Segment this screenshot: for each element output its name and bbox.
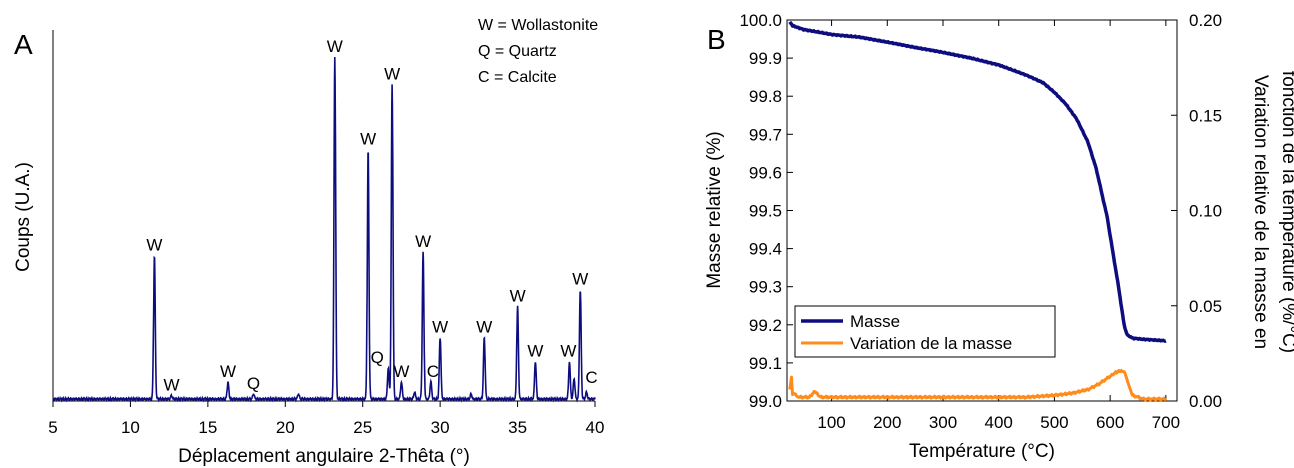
x-tick-label-b: 300: [929, 413, 957, 432]
legend-a: W = Wollastonite Q = Quartz C = Calcite: [478, 17, 598, 86]
series-masse-line: [788, 20, 1167, 343]
x-tick-label-a: 35: [508, 418, 527, 437]
y2-tick-label-b: 0.00: [1189, 392, 1222, 411]
peak-label: W: [163, 376, 179, 395]
peak-label: W: [384, 64, 400, 83]
y2-axis-label-line1: Variation relative de la masse en: [1250, 75, 1271, 349]
y2-tick-label-b: 0.20: [1189, 11, 1222, 30]
legend-masse-label: Masse: [850, 312, 900, 331]
peak-label: W: [415, 232, 431, 251]
x-tick-label-a: 20: [276, 418, 295, 437]
y-tick-label-b: 99.8: [749, 87, 782, 106]
peak-label: W: [432, 317, 448, 336]
y-tick-label-b: 99.2: [749, 316, 782, 335]
legend-variation-label: Variation de la masse: [850, 334, 1012, 353]
y2-tick-label-b: 0.15: [1189, 106, 1222, 125]
peak-label: W: [393, 362, 409, 381]
y-tick-label-b: 99.9: [749, 49, 782, 68]
y-tick-label-b: 100.0: [739, 11, 782, 30]
y-tick-label-b: 99.7: [749, 125, 782, 144]
x-tick-label-a: 5: [48, 418, 57, 437]
y-tick-label-b: 99.1: [749, 354, 782, 373]
y-tick-label-b: 99.4: [749, 240, 782, 259]
x-tick-label-b: 200: [873, 413, 901, 432]
y-tick-label-b: 99.5: [749, 202, 782, 221]
x-axis-label-b: Température (°C): [909, 441, 1055, 462]
peak-label: W: [560, 341, 576, 360]
legend-b: Masse Variation de la masse: [794, 305, 1056, 358]
panel-label-a: A: [14, 29, 33, 60]
legend-a-item: Q = Quartz: [478, 43, 557, 60]
panel-label-b: B: [707, 24, 726, 55]
x-tick-label-b: 600: [1096, 413, 1124, 432]
peak-label: W: [572, 270, 588, 289]
series-variation-line: [788, 368, 1167, 402]
peak-label: W: [360, 129, 376, 148]
xrd-pattern-line: [52, 56, 596, 403]
peak-label: W: [220, 362, 236, 381]
x-tick-label-a: 10: [121, 418, 140, 437]
x-tick-label-b: 500: [1040, 413, 1068, 432]
x-tick-label-a: 25: [353, 418, 372, 437]
y-tick-label-b: 99.0: [749, 392, 782, 411]
peak-label: W: [510, 287, 526, 306]
x-ticks-a: 5 10 15 20 25 30 35 40: [48, 401, 604, 437]
peak-label: C: [585, 368, 597, 387]
x-tick-label-b: 700: [1152, 413, 1180, 432]
peak-label: C: [427, 362, 439, 381]
legend-b-box: [794, 305, 1056, 358]
y2-tick-label-b: 0.05: [1189, 297, 1222, 316]
legend-a-item: C = Calcite: [478, 69, 557, 86]
axes-ticks-b: 100 200 300 400 500 600 700 99.0 99.1 99.2 99.3 99.…: [739, 11, 1222, 432]
x-tick-label-a: 30: [431, 418, 450, 437]
x-tick-label-b: 400: [985, 413, 1013, 432]
x-tick-label-a: 15: [198, 418, 217, 437]
x-tick-label-b: 100: [817, 413, 845, 432]
peak-label: W: [327, 37, 343, 56]
y-axis-label-a: Coups (U.A.): [13, 162, 34, 272]
peak-label: W: [527, 341, 543, 360]
y-tick-label-b: 99.3: [749, 278, 782, 297]
y-tick-label-b: 99.6: [749, 163, 782, 182]
peak-label: Q: [371, 348, 384, 367]
peak-label: Q: [247, 374, 260, 393]
x-tick-label-a: 40: [586, 418, 605, 437]
legend-a-item: W = Wollastonite: [478, 17, 598, 34]
peak-label: W: [476, 317, 492, 336]
y2-tick-label-b: 0.10: [1189, 202, 1222, 221]
tga-chart: B 100 200 300 400 500 600 700 99.0 99.1 99.2 99.3 9…: [704, 11, 1294, 462]
peak-label: W: [146, 235, 162, 254]
y2-axis-label-line2: fonction de la température (%/°C): [1278, 71, 1294, 353]
x-axis-label-a: Déplacement angulaire 2-Thêta (°): [178, 446, 470, 467]
y-axis-label-b: Masse relative (%): [704, 131, 725, 288]
